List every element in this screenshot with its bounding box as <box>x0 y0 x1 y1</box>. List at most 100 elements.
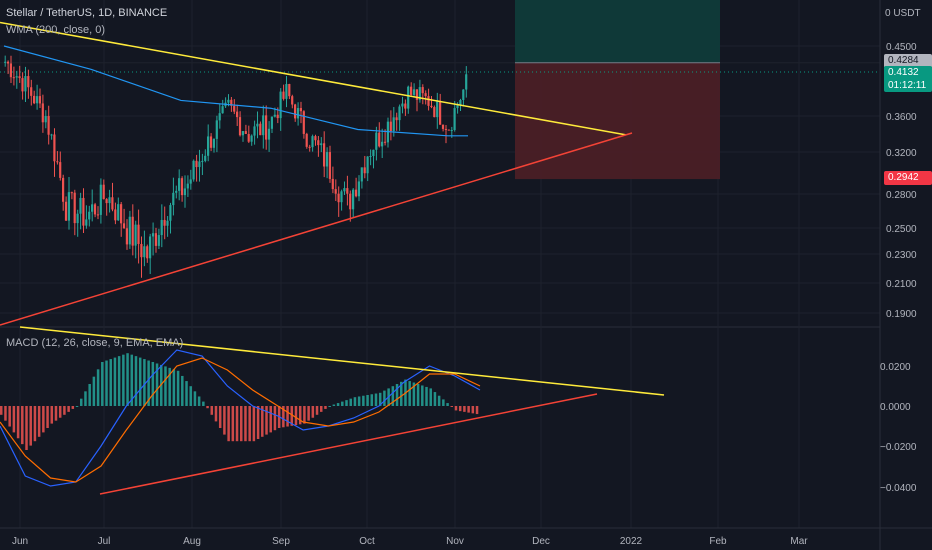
candle-body <box>73 192 76 224</box>
macd-histogram-bar <box>42 406 45 433</box>
macd-histogram-bar <box>21 406 24 445</box>
candle-body <box>102 184 105 200</box>
candle-body <box>140 243 143 258</box>
macd-legend-label: MACD (12, 26, close, 9, EMA, EMA) <box>6 337 184 349</box>
candle-body <box>383 141 387 143</box>
macd-histogram-bar <box>400 381 403 406</box>
candle-body <box>79 197 82 214</box>
candle-body <box>166 220 169 226</box>
macd-histogram-bar <box>25 406 28 450</box>
candle-body <box>125 228 128 245</box>
candle-body <box>15 76 18 78</box>
macd-histogram-bar <box>357 396 361 406</box>
candle-body <box>360 167 363 182</box>
macd-histogram-bar <box>391 386 395 406</box>
macd-histogram-bar <box>383 390 386 406</box>
macd-histogram-bar <box>425 386 428 406</box>
stop-price-value: 0.4284 <box>888 55 919 66</box>
macd-upper-trendline <box>19 326 665 396</box>
candle-body <box>212 138 215 148</box>
macd-histogram-bar <box>273 406 277 431</box>
macd-histogram-bar <box>303 406 306 424</box>
macd-histogram-bar <box>362 395 365 406</box>
candle-body <box>357 181 360 197</box>
macd-histogram-bar <box>202 401 205 406</box>
macd-histogram-bar <box>378 392 382 406</box>
macd-histogram-bar <box>256 406 260 439</box>
macd-histogram-bar <box>58 406 62 418</box>
candle-body <box>62 177 65 202</box>
macd-histogram-bar <box>8 406 11 427</box>
candle-body <box>294 104 297 119</box>
candle-body <box>105 199 108 204</box>
candle-body <box>305 133 308 147</box>
macd-histogram-bar <box>84 391 87 406</box>
candle-body <box>372 149 375 156</box>
macd-pane <box>0 326 665 495</box>
macd-histogram-bar <box>54 406 58 421</box>
x-tick-label: Jul <box>98 536 111 547</box>
macd-histogram-bar <box>218 406 222 428</box>
candle-body <box>427 96 430 106</box>
candle-body <box>410 86 413 95</box>
candlestick-series <box>4 55 468 278</box>
x-tick-label: 2022 <box>620 536 643 547</box>
x-tick-label: Dec <box>532 536 550 547</box>
macd-histogram-bar <box>46 406 49 428</box>
y-tick-label: 0.2800 <box>886 190 917 201</box>
macd-histogram-bar <box>151 362 155 406</box>
candle-body <box>183 188 186 196</box>
macd-legend[interactable]: MACD (12, 26, close, 9, EMA, EMA) <box>6 337 183 349</box>
target-price-tag: 0.2942 <box>884 171 932 185</box>
macd-histogram-bar <box>315 406 319 415</box>
candle-body <box>291 96 294 105</box>
candle-body <box>407 86 410 109</box>
target-price-value: 0.2942 <box>888 172 919 183</box>
macd-histogram-bar <box>37 406 41 437</box>
candle-body <box>369 155 372 157</box>
macd-histogram-bar <box>366 395 369 406</box>
candle-body <box>299 108 302 112</box>
candle-body <box>328 152 331 179</box>
candle-body <box>218 113 221 121</box>
macd-histogram-bar <box>227 406 230 442</box>
wma-legend[interactable]: WMA (200, close, 0) <box>6 24 105 36</box>
candle-body <box>375 132 378 150</box>
x-tick-label: Jun <box>12 536 28 547</box>
candle-body <box>395 117 398 121</box>
macd-line <box>0 349 481 487</box>
candle-body <box>99 184 102 215</box>
candle-body <box>401 103 404 107</box>
macd-histogram-bar <box>109 359 112 406</box>
macd-histogram-bar <box>252 406 256 442</box>
macd-histogram-bar <box>416 384 420 406</box>
macd-histogram-bar <box>408 381 411 406</box>
candle-body <box>453 108 456 130</box>
y-tick-label: 0.1900 <box>886 309 917 320</box>
candle-body <box>120 204 123 224</box>
macd-histogram-bar <box>117 356 121 406</box>
macd-histogram-bar <box>0 406 3 415</box>
position-zones[interactable] <box>0 0 880 180</box>
y-tick-label: 0.3600 <box>886 112 917 123</box>
candle-body <box>59 162 62 178</box>
trendlines[interactable] <box>0 21 633 326</box>
macd-histogram-bar <box>349 398 352 406</box>
symbol-legend[interactable]: Stellar / TetherUS, 1D, BINANCE <box>6 7 167 19</box>
macd-histogram-bar <box>235 406 239 442</box>
macd-y-tick-label: 0.0200 <box>880 362 911 373</box>
candle-body <box>276 114 279 119</box>
macd-histogram-bar <box>395 384 399 406</box>
macd-histogram-bar <box>172 369 176 406</box>
macd-histogram-bar <box>446 403 449 406</box>
last-price-value: 0.4132 <box>888 67 919 78</box>
macd-histogram-bar <box>286 406 289 427</box>
macd-histogram-bar <box>168 367 171 406</box>
candle-body <box>418 87 421 100</box>
candle-body <box>154 233 157 246</box>
candle-body <box>459 99 462 106</box>
macd-histogram-bar <box>328 406 331 407</box>
macd-histogram-bar <box>75 406 79 407</box>
macd-y-tick-label: −0.0200 <box>880 442 917 453</box>
